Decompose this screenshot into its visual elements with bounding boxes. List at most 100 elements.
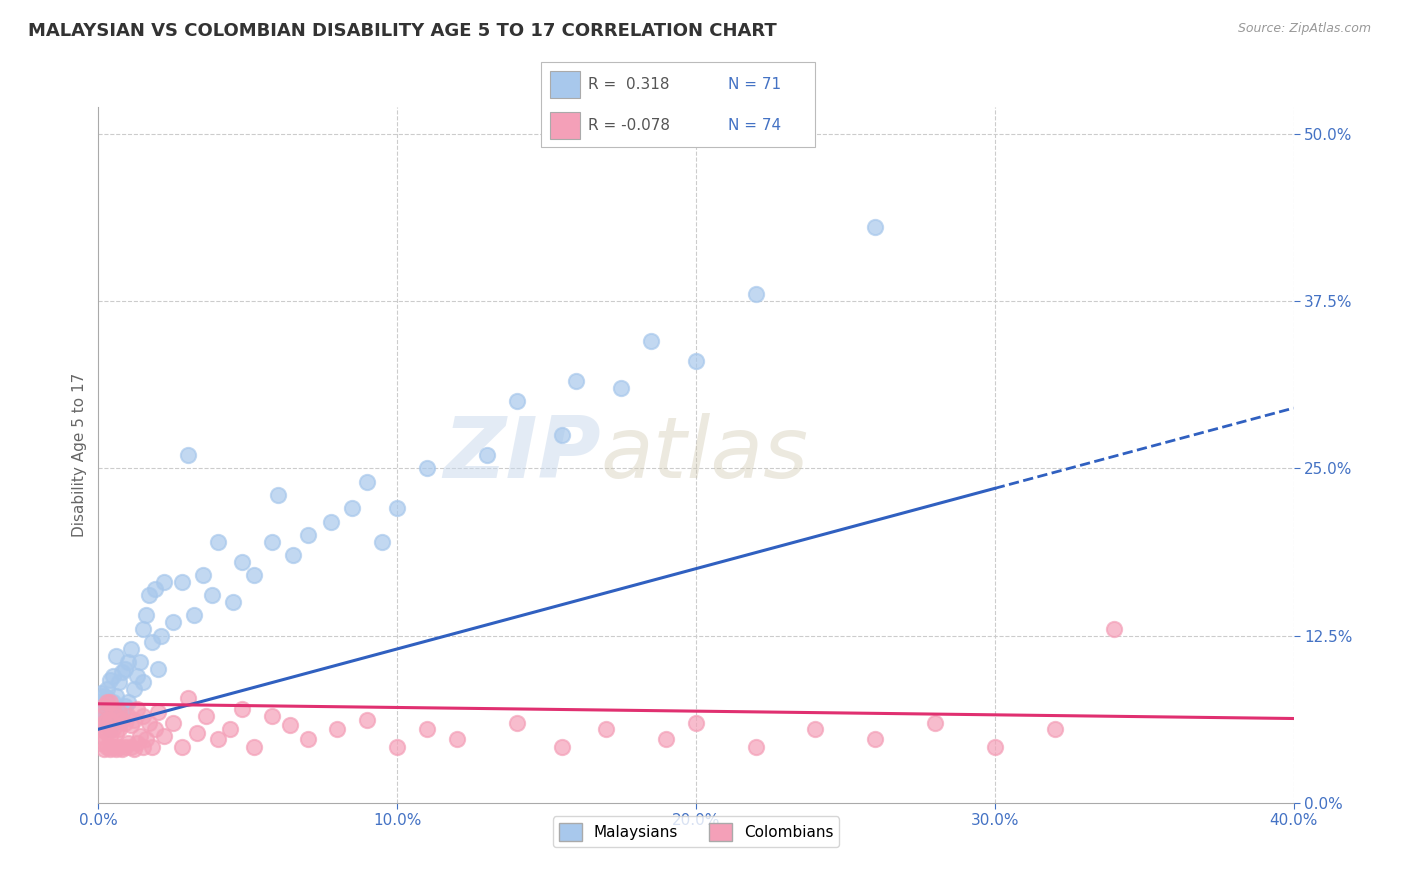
Point <box>371 534 394 549</box>
Point <box>98 696 122 710</box>
Point <box>114 699 136 714</box>
Point <box>132 622 155 636</box>
Point <box>162 715 184 730</box>
Point <box>98 723 122 737</box>
Point <box>745 287 768 301</box>
Point <box>231 555 253 569</box>
Point <box>127 702 149 716</box>
Point <box>1104 622 1126 636</box>
Point <box>105 708 128 723</box>
Point <box>90 708 112 723</box>
Point <box>93 689 115 703</box>
Point <box>475 448 498 462</box>
Point <box>103 669 125 683</box>
Point <box>93 729 115 743</box>
Point <box>195 708 218 723</box>
Point <box>108 705 131 719</box>
Point <box>655 731 678 746</box>
Point <box>117 696 139 710</box>
Point <box>98 729 122 743</box>
Point <box>96 713 118 727</box>
Point <box>96 713 118 727</box>
Point <box>416 461 439 475</box>
Point <box>103 696 125 710</box>
Point <box>201 589 224 603</box>
Point <box>865 731 887 746</box>
Point <box>207 534 229 549</box>
Point <box>120 718 142 732</box>
Point <box>90 686 112 700</box>
Point <box>260 534 283 549</box>
Point <box>141 739 163 754</box>
Text: MALAYSIAN VS COLOMBIAN DISABILITY AGE 5 TO 17 CORRELATION CHART: MALAYSIAN VS COLOMBIAN DISABILITY AGE 5 … <box>28 22 778 40</box>
Point <box>90 723 112 737</box>
Point <box>96 681 118 696</box>
Point <box>342 501 364 516</box>
Point <box>132 739 155 754</box>
Point <box>924 715 946 730</box>
Point <box>550 427 572 442</box>
Point <box>172 739 194 754</box>
Point <box>127 669 149 683</box>
Point <box>281 548 304 563</box>
Text: N = 71: N = 71 <box>728 77 780 92</box>
Point <box>186 726 208 740</box>
Point <box>385 739 409 754</box>
Point <box>90 735 112 749</box>
Point <box>138 715 160 730</box>
Point <box>114 739 136 754</box>
Y-axis label: Disability Age 5 to 17: Disability Age 5 to 17 <box>72 373 87 537</box>
Point <box>93 699 115 714</box>
Point <box>105 742 128 756</box>
Point <box>148 662 170 676</box>
Point <box>685 354 707 368</box>
Point <box>124 681 146 696</box>
Point <box>105 648 128 663</box>
Point <box>219 723 242 737</box>
Point <box>172 575 194 590</box>
Point <box>96 696 118 710</box>
Point <box>105 708 128 723</box>
Point <box>177 691 200 706</box>
Point <box>105 689 128 703</box>
Point <box>1043 723 1066 737</box>
Point <box>356 713 378 727</box>
Point <box>96 702 118 716</box>
Point <box>222 595 245 609</box>
Point <box>111 705 134 719</box>
Point <box>243 739 266 754</box>
Point <box>129 729 152 743</box>
Point <box>127 735 149 749</box>
Point <box>108 739 131 754</box>
Point <box>117 708 139 723</box>
Point <box>103 715 125 730</box>
Point <box>610 381 633 395</box>
Point <box>111 742 134 756</box>
Point <box>143 723 166 737</box>
Point <box>135 608 157 623</box>
Point <box>129 655 152 669</box>
Point <box>96 691 118 706</box>
Point <box>321 515 343 529</box>
Point <box>105 726 128 740</box>
Point <box>177 448 200 462</box>
Point <box>153 575 176 590</box>
Point <box>385 501 409 516</box>
Point <box>90 702 112 716</box>
Point <box>506 715 529 730</box>
Point <box>93 705 115 719</box>
Bar <box>550 71 579 98</box>
Point <box>416 723 439 737</box>
Point <box>90 708 112 723</box>
Point <box>114 715 136 730</box>
Point <box>103 739 125 754</box>
Point <box>135 731 157 746</box>
Point <box>191 568 214 582</box>
Point <box>446 731 468 746</box>
Point <box>183 608 205 623</box>
Point <box>550 739 572 754</box>
Point <box>267 488 290 502</box>
Point <box>98 713 122 727</box>
Point <box>132 675 155 690</box>
Point <box>745 739 768 754</box>
